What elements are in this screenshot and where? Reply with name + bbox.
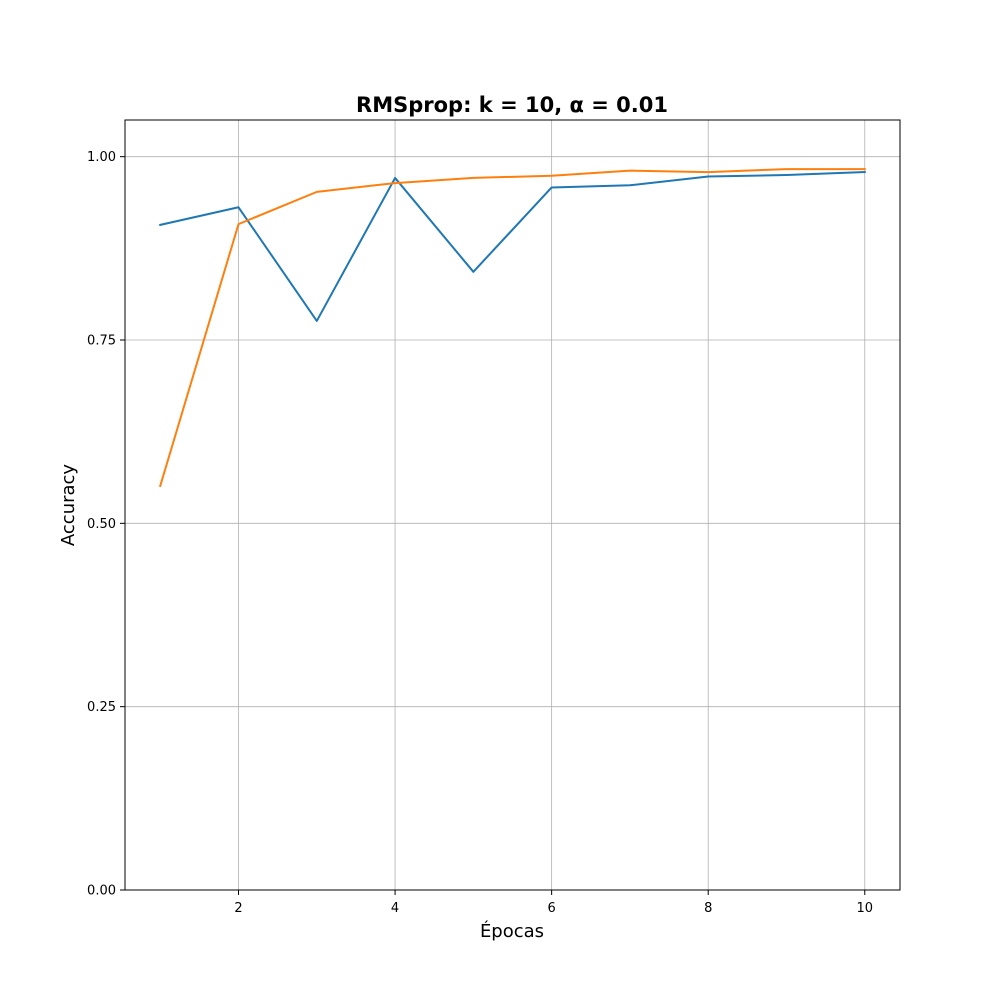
series-line-2 — [158, 168, 866, 488]
chart-title: RMSprop: k = 10, α = 0.01 — [356, 93, 668, 117]
x-tick-label: 8 — [704, 901, 712, 916]
y-tick-label: 1.00 — [87, 150, 116, 165]
plot-area-frame — [124, 119, 901, 891]
x-tick-label: 6 — [548, 901, 556, 916]
y-tick-label: 0.25 — [87, 700, 116, 715]
y-tick-label: 0.50 — [87, 517, 116, 532]
series-line-1 — [159, 171, 866, 322]
y-tick-label: 0.75 — [87, 334, 116, 349]
y-axis-label: Accuracy — [58, 464, 79, 547]
y-tick-label: 0.00 — [87, 884, 116, 899]
x-tick-label: 4 — [391, 901, 399, 916]
series-lines — [158, 168, 866, 488]
x-tick-label: 2 — [234, 901, 242, 916]
x-axis-label: Épocas — [480, 920, 544, 942]
x-tick-label: 10 — [856, 901, 873, 916]
axis-ticks: 2 4 6 8 10 0.00 0.25 0.50 0.75 1.00 — [87, 150, 873, 916]
